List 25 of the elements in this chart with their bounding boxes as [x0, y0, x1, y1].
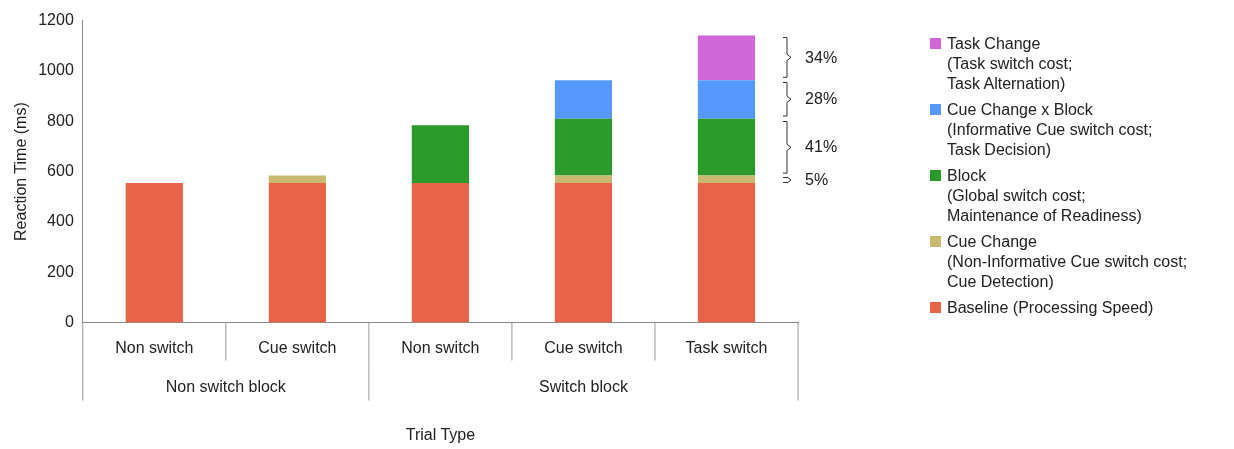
y-tick-label: 600 [47, 162, 74, 180]
y-tick-label: 200 [47, 262, 74, 280]
legend-label: Baseline (Processing Speed) [947, 298, 1154, 318]
x-axis-title: Trial Type [405, 425, 476, 443]
legend-label: Block (Global switch cost; Maintenance of Readiness) [947, 166, 1142, 226]
text: 28% [805, 89, 838, 110]
y-tick-label: 0 [64, 313, 74, 331]
x-tick-label: Non switch [115, 338, 194, 356]
text: 34% [805, 47, 838, 68]
x-tick-label: Cue switch [258, 338, 337, 356]
text: 5% [805, 170, 829, 191]
y-tick-label: 800 [47, 111, 74, 129]
x-tick-label: Task switch [685, 338, 768, 356]
text: Switch block [538, 378, 629, 396]
legend-label: Cue Change x Block (Informative Cue switch cost; Task Decision) [947, 100, 1153, 160]
text: 41% [805, 137, 838, 158]
y-tick-label: 1200 [38, 11, 74, 29]
legend-label: Task Change (Task switch cost; Task Alternation) [947, 34, 1073, 94]
text: Non switch block [165, 378, 287, 396]
x-tick-label: Non switch [401, 338, 480, 356]
y-tick-label: 400 [47, 212, 74, 230]
y-axis-title: Reaction Time (ms) [12, 102, 30, 241]
x-tick-label: Cue switch [544, 338, 623, 356]
legend-label: Cue Change (Non-Informative Cue switch cost; Cue Detection) [947, 232, 1188, 292]
y-tick-label: 1000 [38, 61, 74, 79]
